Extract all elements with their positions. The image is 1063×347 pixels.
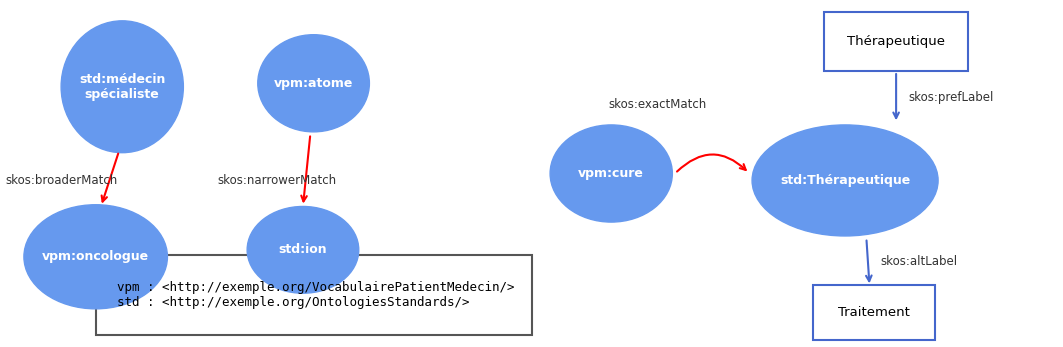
Text: vpm:cure: vpm:cure (578, 167, 644, 180)
Ellipse shape (247, 206, 359, 293)
Text: std:Thérapeutique: std:Thérapeutique (780, 174, 910, 187)
Text: std:médecin
spécialiste: std:médecin spécialiste (79, 73, 166, 101)
FancyBboxPatch shape (96, 255, 532, 335)
Ellipse shape (551, 125, 672, 222)
Ellipse shape (24, 205, 168, 309)
FancyBboxPatch shape (813, 285, 935, 340)
Ellipse shape (257, 35, 370, 132)
Text: vpm:oncologue: vpm:oncologue (43, 250, 149, 263)
Text: skos:exactMatch: skos:exactMatch (608, 98, 706, 111)
Ellipse shape (62, 21, 184, 153)
Text: skos:narrowerMatch: skos:narrowerMatch (218, 174, 337, 187)
Text: skos:altLabel: skos:altLabel (880, 255, 958, 269)
Text: std:ion: std:ion (279, 243, 327, 256)
Ellipse shape (753, 125, 939, 236)
Text: Thérapeutique: Thérapeutique (847, 35, 945, 48)
Text: skos:prefLabel: skos:prefLabel (909, 91, 994, 104)
Text: vpm : <http://exemple.org/VocabulairePatientMedecin/>
std : <http://exemple.org/: vpm : <http://exemple.org/VocabulairePat… (117, 281, 514, 309)
FancyBboxPatch shape (825, 12, 967, 71)
Text: Traitement: Traitement (838, 306, 910, 319)
Text: vpm:atome: vpm:atome (274, 77, 353, 90)
Text: skos:broaderMatch: skos:broaderMatch (5, 174, 118, 187)
